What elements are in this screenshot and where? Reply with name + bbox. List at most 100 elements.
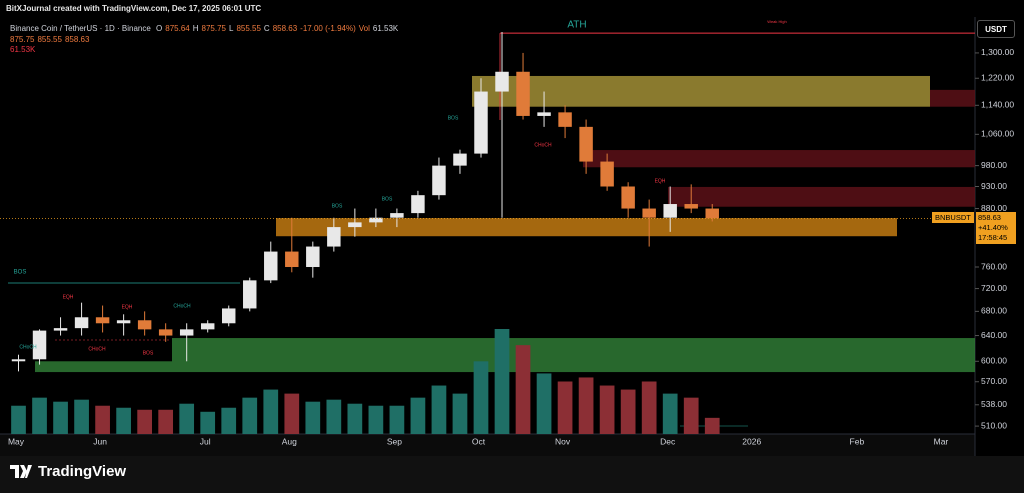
legend: Binance Coin / TetherUS · 1D · Binance O… [10, 24, 404, 33]
volume-bar [326, 399, 342, 434]
legend-item: 855.55 [37, 35, 62, 44]
volume-bar [683, 397, 699, 434]
brand[interactable]: TradingView [10, 463, 126, 480]
y-tick-label: 640.00 [981, 330, 1007, 340]
candle-body [621, 186, 635, 209]
candle-body [705, 208, 719, 219]
candle-body [74, 317, 89, 329]
candle-body [264, 251, 278, 281]
candle-body [53, 328, 68, 331]
credit: BitXJournal created with TradingView.com… [6, 4, 262, 13]
legend-item: C [263, 24, 270, 33]
volume-bar [452, 393, 468, 434]
y-tick-label: 570.00 [981, 376, 1007, 386]
candle-body [558, 112, 572, 127]
brand-name: TradingView [38, 463, 127, 480]
candle-body [137, 320, 152, 330]
zone [930, 89, 975, 107]
candle-body [411, 195, 425, 214]
candle-body [432, 165, 446, 196]
candle-body [32, 330, 47, 360]
volume-bar [641, 381, 657, 434]
legend-volume: 61.53K [10, 45, 36, 54]
x-tick-label: Dec [660, 436, 676, 446]
volume-bar [74, 399, 89, 434]
volume-bar [347, 403, 363, 434]
title: Binance Coin / TetherUS · 1D · Binance [10, 24, 151, 33]
annotation: BOS [382, 196, 393, 202]
annotation: EQH [63, 294, 74, 300]
volume-bar [263, 389, 279, 434]
volume-bar [11, 405, 26, 434]
x-tick-label: 2026 [742, 436, 761, 446]
volume-bar [557, 381, 573, 434]
candle-body [243, 280, 257, 309]
candle-body [642, 208, 656, 218]
top-bar [0, 0, 1024, 17]
annotation: CHoCH [173, 303, 191, 309]
candle-body [327, 227, 341, 247]
currency-button[interactable]: USDT [977, 20, 1015, 38]
candle-body [95, 317, 110, 324]
candle-body [684, 204, 698, 209]
candle-body [369, 217, 383, 223]
x-tick-label: May [8, 436, 25, 446]
candle-body [474, 91, 488, 154]
y-tick-label: 1,300.00 [981, 47, 1014, 57]
candle-body [579, 126, 593, 162]
legend-item: L [229, 24, 234, 33]
volume-bar [116, 407, 131, 434]
volume-bar [494, 329, 510, 434]
legend-item: 875.64 [165, 24, 190, 33]
volume-bar [515, 345, 531, 434]
bottom-bar [0, 456, 1024, 493]
legend-item: Vol [358, 24, 370, 33]
zone [172, 338, 975, 373]
volume-bar [32, 397, 47, 434]
legend-item: 61.53K [372, 24, 399, 33]
x-tick-label: Oct [472, 436, 486, 446]
volume-bar [158, 409, 174, 434]
candle-body [663, 204, 677, 218]
volume-bar [179, 403, 195, 434]
volume-bar [704, 417, 720, 434]
legend-item: 855.55 [236, 24, 261, 33]
annotation: EQH [122, 304, 133, 310]
logo [10, 465, 32, 478]
zone [35, 361, 172, 373]
volume-bar [284, 393, 300, 434]
x-tick-label: Mar [934, 436, 949, 446]
x-tick-label: Feb [850, 436, 865, 446]
change: +41.40% [978, 223, 1008, 233]
last-price: 858.63 [978, 213, 1001, 223]
legend-item: O [156, 24, 163, 33]
volume-bar [431, 385, 447, 434]
y-tick-label: 930.00 [981, 181, 1007, 191]
annotation: Weak High [767, 19, 787, 24]
y-tick-label: 980.00 [981, 160, 1007, 170]
legend-item: 858.63 [272, 24, 298, 33]
annotation: CHoCH [88, 346, 106, 352]
candle-body [390, 213, 404, 218]
y-tick-label: 538.00 [981, 399, 1007, 409]
y-tick-label: 510.00 [981, 420, 1007, 430]
legend-item: H [192, 24, 199, 33]
volume-bar [200, 411, 216, 434]
candle-body [116, 320, 131, 324]
volume-bar [242, 397, 258, 434]
x-tick-label: Jul [200, 436, 211, 446]
y-tick-label: 1,140.00 [981, 100, 1014, 110]
x-tick-label: Nov [555, 436, 571, 446]
y-tick-label: 1,220.00 [981, 73, 1014, 83]
volume-bar [368, 405, 384, 434]
y-tick-label: 1,060.00 [981, 129, 1014, 139]
candle-body [200, 323, 215, 330]
volume-bar [53, 401, 68, 434]
zone [583, 150, 975, 168]
annotation: BOS [143, 350, 154, 356]
price-box: 858.63 +41.40% 17:58:45 [976, 212, 1016, 245]
volume-bar [599, 385, 615, 434]
candle-body [285, 251, 299, 268]
